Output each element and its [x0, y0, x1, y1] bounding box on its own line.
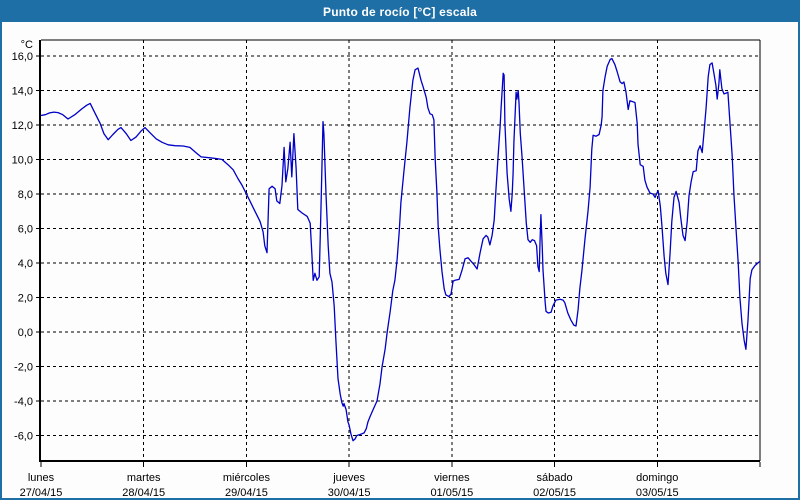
x-day-date-label: 30/04/15 — [328, 487, 371, 498]
x-day-date-label: 03/05/15 — [636, 487, 679, 498]
x-day-name-label: sábado — [537, 472, 573, 484]
x-day-name-label: viernes — [434, 472, 470, 484]
y-tick-label: 16,0 — [12, 51, 33, 63]
x-day-name-label: miércoles — [223, 472, 271, 484]
y-tick-label: 10,0 — [12, 155, 33, 167]
dew-point-line-chart: 16,0 14,0 12,0 10,0 8,0 6,0 4,0 2,0 0,0 -2,0 -4,0 -… — [12, 39, 761, 498]
x-day-name-label: martes — [127, 472, 161, 484]
x-day-date-label: 29/04/15 — [225, 487, 268, 498]
y-tick-label: 2,0 — [18, 293, 33, 305]
y-tick-label: 12,0 — [12, 120, 33, 132]
chart-area: 16,0 14,0 12,0 10,0 8,0 6,0 4,0 2,0 0,0 -2,0 -4,0 -… — [2, 22, 798, 498]
y-tick-label: 4,0 — [18, 258, 33, 270]
title-bar: Punto de rocío [°C] escala — [2, 2, 798, 22]
y-tick-label: 6,0 — [18, 224, 33, 236]
y-tick-label: 0,0 — [18, 327, 33, 339]
x-day-date-label: 01/05/15 — [430, 487, 473, 498]
x-day-name-label: jueves — [332, 472, 365, 484]
dew-point-series-line — [40, 57, 761, 442]
x-day-date-label: 02/05/15 — [533, 487, 576, 498]
x-day-date-label: 28/04/15 — [122, 487, 165, 498]
x-day-name-label: domingo — [636, 472, 678, 484]
x-day-date-label: 27/04/15 — [20, 487, 63, 498]
y-tick-label: -4,0 — [14, 396, 33, 408]
y-tick-label: 8,0 — [18, 189, 33, 201]
y-axis-unit-label: °C — [21, 39, 33, 51]
y-tick-label: -2,0 — [14, 362, 33, 374]
x-day-name-label: lunes — [28, 472, 55, 484]
y-tick-label: 14,0 — [12, 86, 33, 98]
chart-title: Punto de rocío [°C] escala — [322, 5, 478, 19]
y-tick-label: -6,0 — [14, 431, 33, 443]
